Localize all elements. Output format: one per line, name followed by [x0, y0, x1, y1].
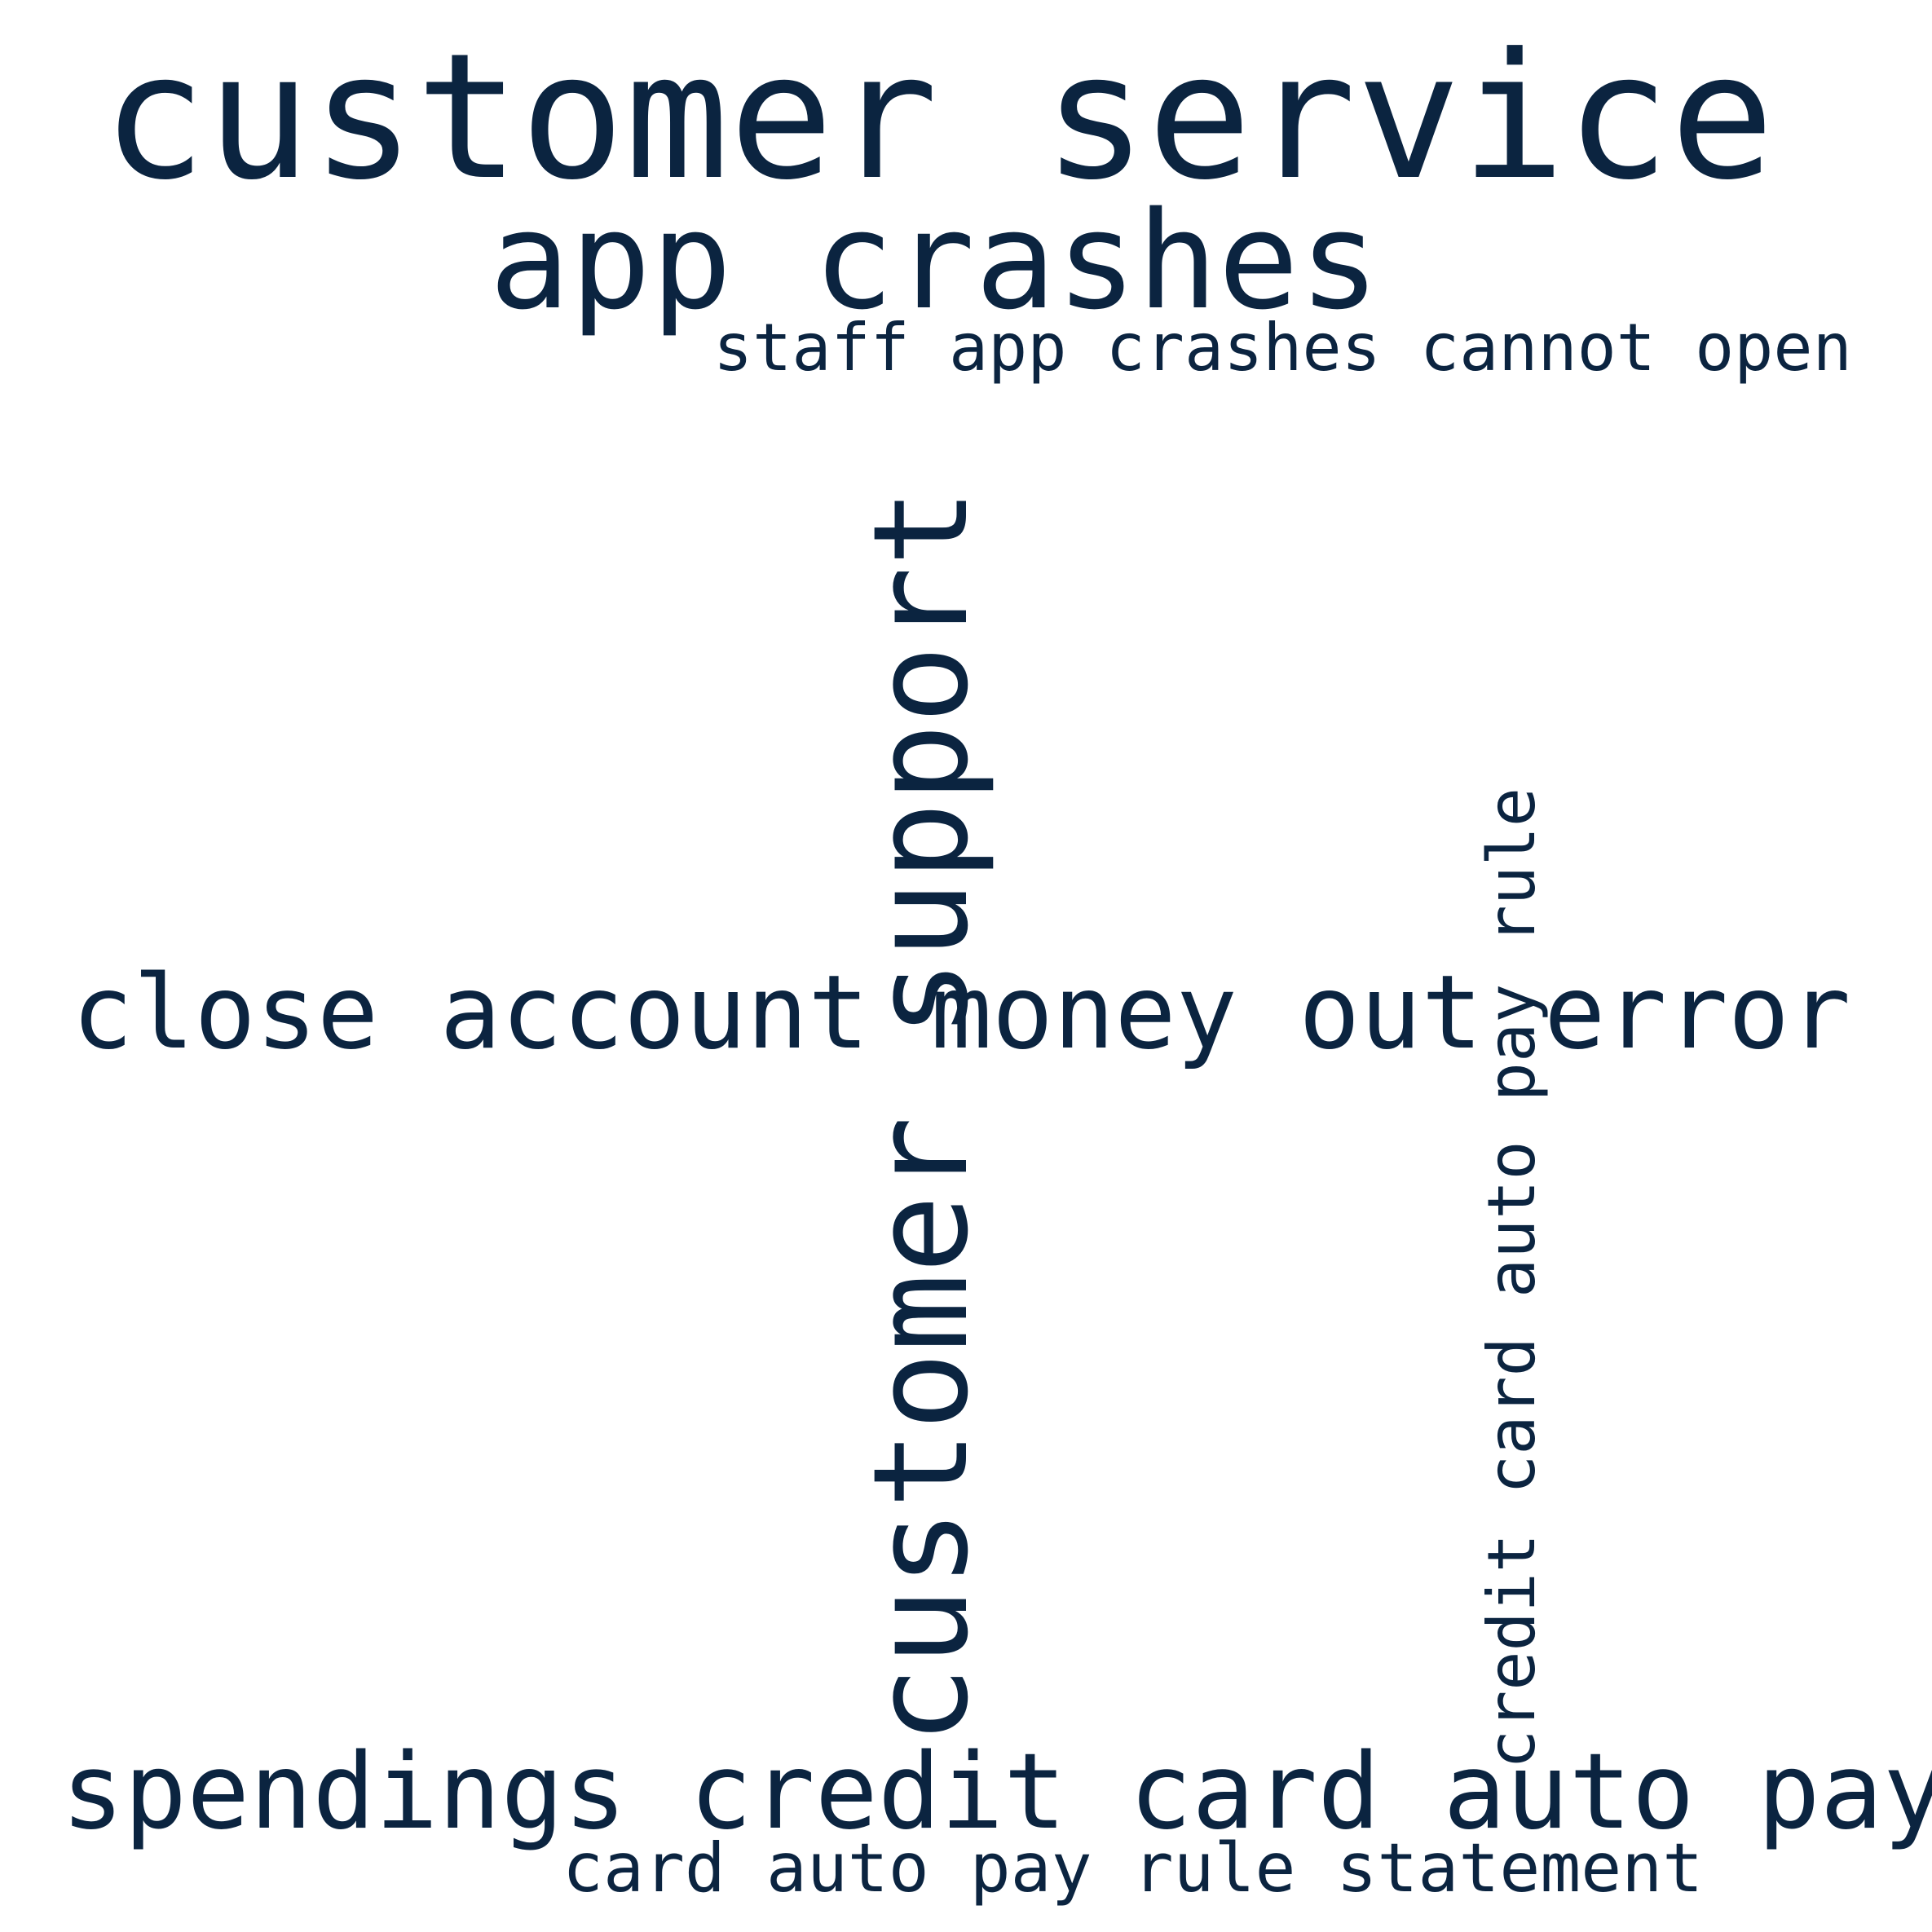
word-staff-app-crashes-cannot-open: staff app crashes cannot open	[713, 310, 1852, 386]
word-card-auto-pay-rule-statement: card auto pay rule statement	[562, 1828, 1704, 1908]
word-spendings-credit-card-auto-pay: spendings credit card auto pay	[61, 1731, 1932, 1853]
word-app-crashes: app crashes	[489, 183, 1380, 339]
word-credit-card-auto-pay-rule: credit card auto pay rule	[1474, 787, 1550, 1769]
word-customer-support: customer support	[845, 487, 997, 1745]
word-customer-service: customer service	[102, 16, 1775, 218]
word-close-account-money-out-error: close account money out error	[72, 954, 1851, 1072]
